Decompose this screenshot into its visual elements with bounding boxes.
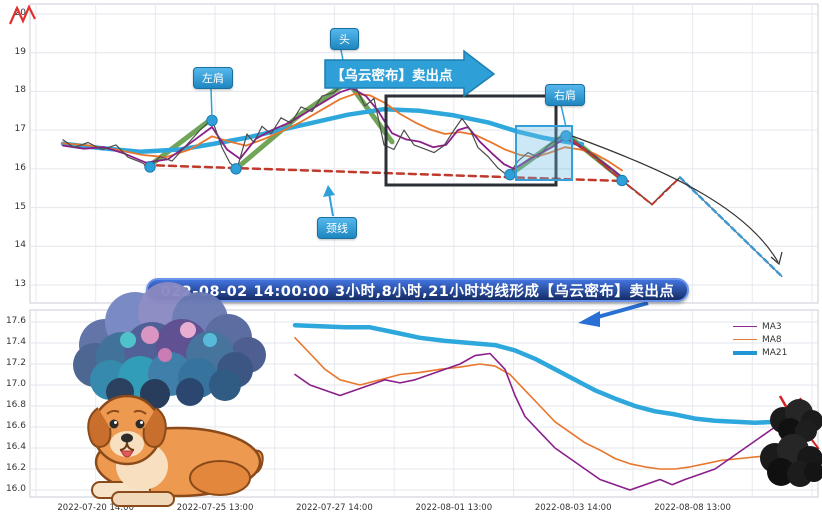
- y-tick-label: 18: [14, 85, 26, 96]
- legend-line-swatch: [733, 338, 757, 341]
- sell-point-arrow-label: 【乌云密布】卖出点: [331, 68, 453, 84]
- y-tick-label: 14: [14, 240, 26, 251]
- pivot-marker: [144, 161, 156, 173]
- projection-curve-arrow: [571, 135, 779, 263]
- x-tick-label: 2022-08-03 14:00: [534, 503, 612, 513]
- callout-left-shoulder: 左肩: [193, 67, 233, 89]
- y-tick-label: 16.2: [5, 463, 26, 473]
- y-tick-label: 17.0: [5, 379, 26, 389]
- y-tick-label: 17.4: [5, 337, 26, 347]
- y-tick-label: 13: [14, 279, 26, 289]
- series-MA3: [62, 87, 623, 179]
- sell-point-arrow-icon: [324, 49, 496, 98]
- y-tick-label: 16.0: [5, 484, 26, 494]
- legend-label: MA21: [762, 347, 788, 358]
- legend-label: MA8: [762, 334, 782, 345]
- y-tick-label: 19: [14, 46, 26, 57]
- series-price: [62, 79, 623, 182]
- series-trend-up-left-shoulder: [145, 116, 215, 170]
- neckline-arrowhead-icon: [323, 185, 335, 197]
- callout-head: 头: [330, 28, 359, 50]
- series-MA21: [60, 106, 585, 155]
- x-tick-label: 2022-08-01 13:00: [415, 503, 493, 513]
- y-tick-label: 17: [14, 124, 26, 135]
- legend: MA3 MA8 MA21: [733, 320, 787, 359]
- legend-item: MA3: [733, 320, 787, 333]
- y-tick-label: 16.4: [5, 442, 26, 452]
- x-tick-label: 2022-07-20 14:00: [57, 503, 134, 513]
- callout-right-shoulder: 右肩: [545, 84, 585, 106]
- right-shoulder-connector: [560, 104, 567, 128]
- legend-line-swatch: [733, 325, 757, 328]
- series-MA3: [294, 352, 791, 491]
- y-tick-label: 17.6: [5, 316, 26, 326]
- price-panel-frame: [29, 3, 819, 304]
- legend-line-swatch: [733, 350, 757, 355]
- legend-item: MA21: [733, 346, 787, 359]
- y-tick-label: 16.6: [5, 421, 26, 431]
- legend-label: MA3: [762, 321, 782, 332]
- signal-banner: 022-08-02 14:00:00 3小时,8小时,21小时均线形成【乌云密布…: [146, 278, 689, 302]
- y-tick-label: 16: [14, 162, 26, 173]
- y-tick-label: 17.2: [5, 358, 26, 368]
- y-tick-label: 16.8: [5, 400, 26, 410]
- callout-neckline: 颈线: [317, 217, 357, 239]
- pivot-marker: [616, 174, 628, 187]
- pivot-marker: [230, 163, 242, 175]
- x-tick-label: 2022-07-25 13:00: [176, 503, 254, 513]
- projection-arrowhead-icon: [770, 251, 783, 266]
- left-shoulder-connector: [210, 88, 213, 118]
- x-tick-label: 2022-07-27 14:00: [296, 503, 373, 513]
- right-shoulder-highlight-box: [515, 125, 573, 181]
- neckline-arrow: [328, 192, 334, 217]
- y-tick-label: 15: [14, 201, 26, 212]
- pattern-highlight-box: [384, 94, 558, 187]
- series-MA21: [292, 322, 798, 426]
- legend-item: MA8: [733, 333, 787, 346]
- series-MA8: [294, 336, 796, 470]
- banner-pointer-arrow: [593, 301, 649, 320]
- series-forecast: [678, 176, 784, 278]
- x-tick-label: 2022-08-08 13:00: [654, 503, 731, 513]
- banner-arrowhead-icon: [578, 311, 600, 327]
